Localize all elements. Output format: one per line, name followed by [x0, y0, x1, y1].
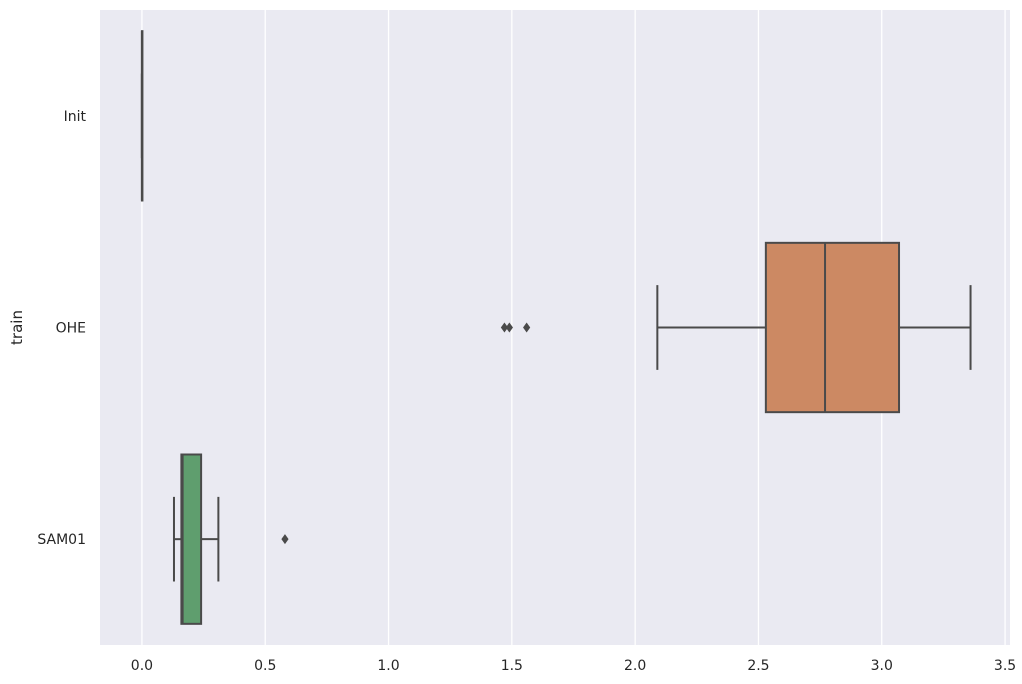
y-tick-label: OHE — [56, 321, 86, 337]
tick-labels: 0.0 0.5 1.0 1.5 2.0 2.5 3.0 3.5 Init OHE SAM01 — [37, 109, 1016, 674]
outlier-point — [505, 322, 513, 333]
boxes-layer — [140, 30, 972, 625]
outlier-point — [500, 322, 509, 333]
y-tick-label: SAM01 — [37, 532, 86, 548]
box-ohe — [500, 241, 972, 414]
x-tick-label: 1.0 — [377, 658, 399, 674]
x-tick-label: 3.0 — [871, 658, 893, 674]
box-sam01 — [172, 453, 289, 625]
box-init — [140, 30, 144, 202]
x-tick-label: 0.5 — [254, 658, 276, 674]
y-tick-label: Init — [64, 109, 87, 125]
box-iqr — [764, 241, 901, 414]
x-tick-label: 1.5 — [501, 658, 523, 674]
box-iqr — [180, 453, 203, 625]
outlier-point — [523, 322, 531, 333]
x-tick-label: 2.5 — [747, 658, 769, 674]
outlier-point — [281, 534, 289, 545]
x-tick-label: 2.0 — [624, 658, 646, 674]
y-axis-title: train — [8, 310, 26, 345]
x-tick-label: 3.5 — [994, 658, 1016, 674]
x-tick-label: 0.0 — [131, 658, 153, 674]
